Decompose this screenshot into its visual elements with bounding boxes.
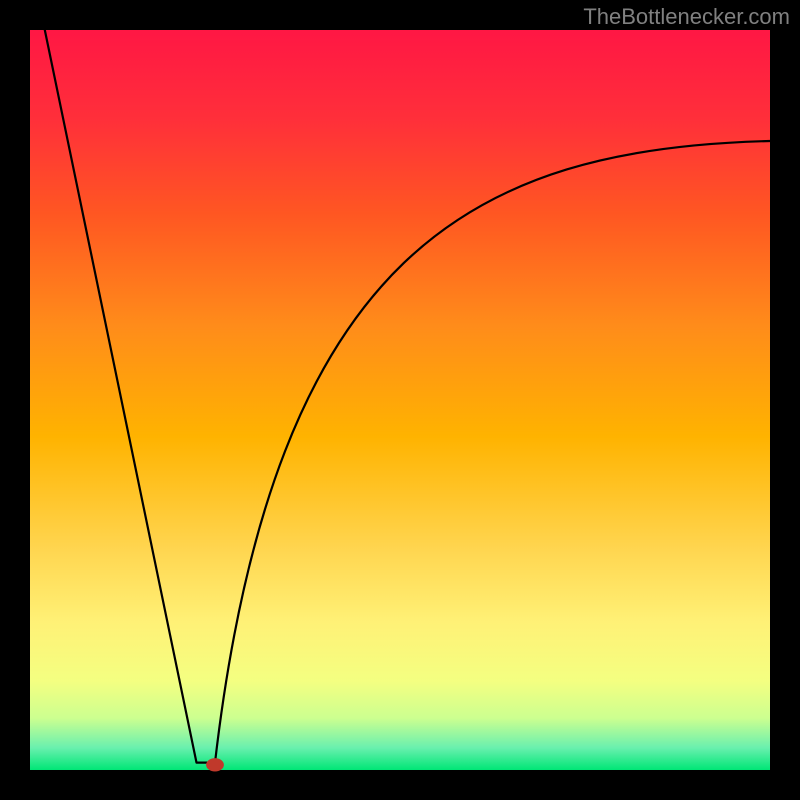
bottleneck-chart: TheBottlenecker.com bbox=[0, 0, 800, 800]
plot-background-gradient bbox=[30, 30, 770, 770]
optimal-point-marker bbox=[206, 758, 224, 771]
watermark-text: TheBottlenecker.com bbox=[583, 4, 790, 30]
chart-svg bbox=[0, 0, 800, 800]
